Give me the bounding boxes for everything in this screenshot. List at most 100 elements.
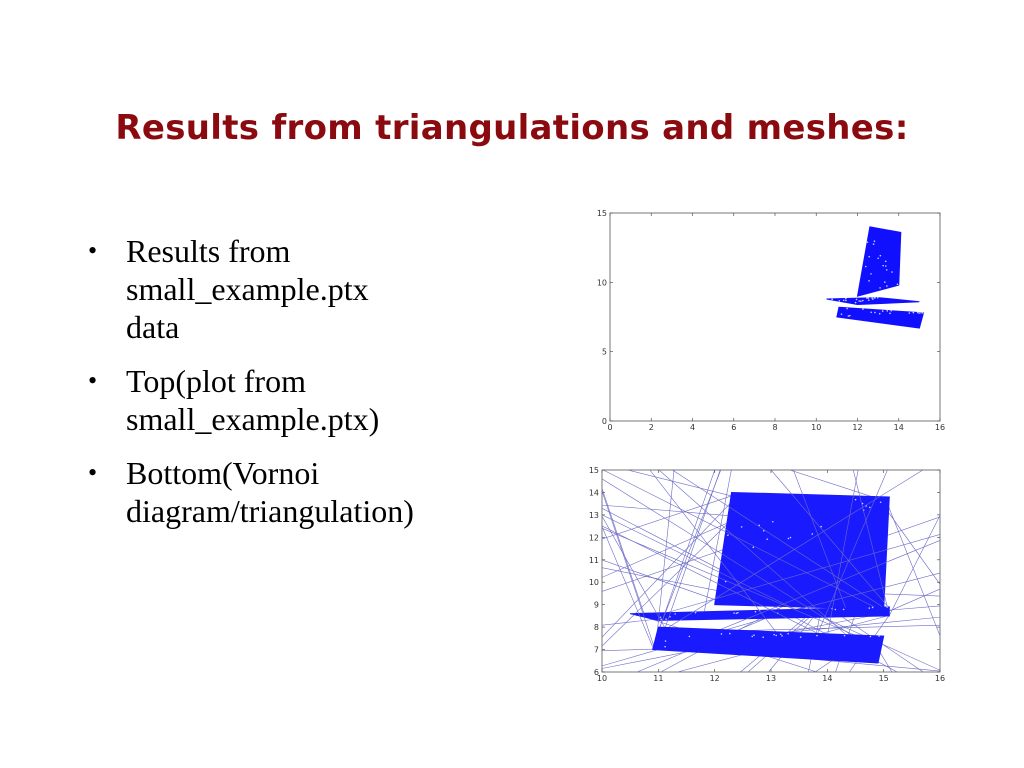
bullet-icon: • [88, 458, 98, 487]
point-marker [849, 314, 851, 317]
point-marker [799, 636, 802, 638]
x-tick-label: 4 [690, 423, 695, 432]
x-tick-label: 12 [852, 423, 862, 432]
point-marker [846, 307, 848, 310]
point-marker [891, 271, 893, 273]
point-marker [896, 283, 899, 286]
point-marker [871, 297, 873, 299]
mesh-line [658, 470, 847, 635]
point-marker [772, 520, 774, 523]
point-marker [787, 537, 790, 540]
x-tick-label: 16 [935, 423, 945, 432]
point-marker [847, 315, 850, 317]
point-marker [840, 313, 843, 315]
y-tick-label: 5 [602, 348, 607, 357]
mesh-line [879, 652, 893, 672]
point-marker [861, 299, 864, 302]
point-marker [886, 310, 889, 312]
point-marker [834, 608, 837, 611]
x-tick-label: 8 [772, 423, 777, 432]
bullet-icon: • [88, 366, 98, 395]
mesh-line [602, 526, 654, 649]
mesh-line [702, 470, 732, 620]
point-marker [884, 260, 887, 263]
point-marker [872, 243, 875, 245]
point-marker [908, 312, 911, 314]
point-cloud-region [826, 297, 920, 306]
mesh-line [602, 488, 646, 618]
mesh-line [602, 503, 731, 638]
mesh-line [602, 527, 882, 647]
point-marker [877, 257, 879, 260]
x-tick-label: 15 [879, 674, 889, 683]
mesh-line [603, 470, 890, 615]
mesh-line [602, 492, 742, 540]
bullet-text: diagram/triangulation) [126, 493, 414, 529]
point-marker [873, 240, 876, 242]
bullet-text: Results from [126, 233, 291, 269]
point-marker [766, 538, 769, 540]
point-marker [870, 273, 872, 275]
point-marker [920, 312, 922, 314]
point-marker [843, 634, 846, 637]
point-marker [664, 640, 667, 642]
point-marker [752, 546, 755, 549]
mesh-line [649, 470, 777, 632]
point-marker [890, 309, 892, 312]
point-marker [867, 297, 870, 299]
y-tick-label: 12 [589, 533, 599, 542]
point-marker [754, 610, 757, 613]
point-marker [869, 635, 872, 638]
point-marker [751, 635, 754, 638]
mesh-line [657, 470, 675, 631]
point-marker [870, 311, 872, 314]
mesh-line [852, 470, 890, 615]
point-marker [868, 506, 871, 509]
bullet-text: data [126, 309, 180, 345]
mesh-line [806, 470, 888, 659]
point-marker [787, 632, 789, 635]
point-marker [816, 634, 818, 637]
point-marker [733, 612, 735, 614]
bullet-item: • Bottom(Vornoi diagram/triangulation) [88, 454, 508, 530]
x-tick-label: 12 [710, 674, 720, 683]
point-marker [775, 634, 777, 637]
point-marker [884, 265, 887, 267]
x-tick-label: 10 [597, 674, 607, 683]
point-marker [669, 615, 671, 618]
point-marker [688, 635, 691, 638]
mesh-line [889, 605, 940, 611]
mesh-line [602, 559, 731, 606]
point-marker [866, 241, 869, 243]
point-marker [811, 533, 814, 535]
point-marker [860, 300, 862, 303]
y-tick-label: 15 [597, 209, 607, 218]
point-marker [861, 502, 864, 505]
point-marker [921, 312, 924, 314]
top-scatter-plot: 0 2 4 6 8 10 12 14 16 0 5 10 15 [597, 209, 945, 432]
y-tick-label: 15 [589, 466, 599, 475]
x-tick-label: 16 [935, 674, 945, 683]
plot-area [826, 226, 925, 329]
bullet-item: • Top(plot from small_example.ptx) [88, 362, 508, 438]
point-marker [874, 311, 876, 314]
y-tick-label: 9 [594, 601, 599, 610]
x-tick-label: 10 [811, 423, 821, 432]
plot-area [602, 470, 940, 672]
point-marker [740, 526, 743, 528]
point-marker [889, 312, 891, 315]
bullet-text: small_example.ptx) [126, 401, 380, 437]
point-marker [735, 612, 738, 615]
point-marker [884, 281, 886, 283]
x-tick-label: 0 [607, 423, 612, 432]
point-marker [842, 299, 845, 302]
x-tick-label: 11 [653, 674, 663, 683]
mesh-line [787, 616, 940, 633]
point-marker [867, 299, 870, 301]
x-tick-label: 6 [731, 423, 736, 432]
bullet-text: Top(plot from [126, 363, 306, 399]
mesh-line [659, 470, 715, 628]
bullet-text: small_example.ptx [126, 271, 369, 307]
point-marker [844, 297, 847, 300]
point-marker [855, 298, 858, 301]
